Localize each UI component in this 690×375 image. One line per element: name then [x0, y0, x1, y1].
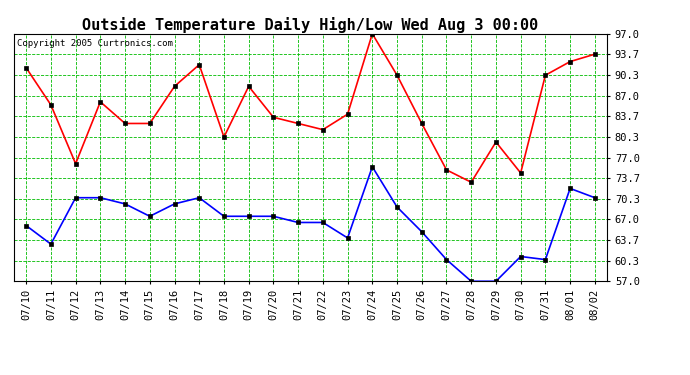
Title: Outside Temperature Daily High/Low Wed Aug 3 00:00: Outside Temperature Daily High/Low Wed A…: [82, 16, 539, 33]
Text: Copyright 2005 Curtronics.com: Copyright 2005 Curtronics.com: [17, 39, 172, 48]
